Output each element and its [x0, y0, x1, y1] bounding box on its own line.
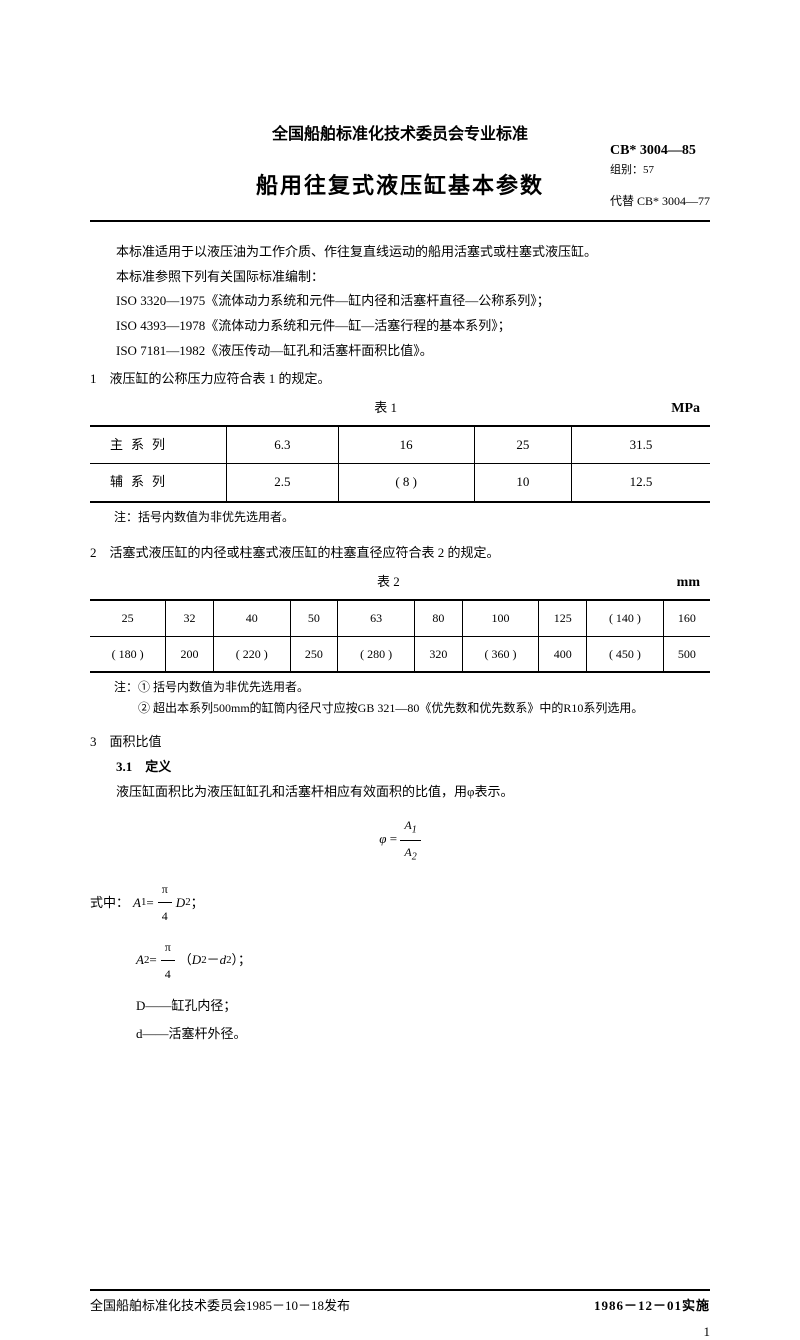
table-cell: 40	[213, 600, 290, 636]
table-cell: 25	[90, 600, 166, 636]
table-cell: ( 180 )	[90, 636, 166, 672]
section-3-heading: 3 面积比值	[90, 730, 710, 755]
table-row: 辅系列 2.5 ( 8 ) 10 12.5	[90, 464, 710, 502]
table1-caption: 表 1 MPa	[90, 396, 710, 423]
iso-ref-3: ISO 7181—1982《液压传动—缸孔和活塞杆面积比值》。	[90, 339, 710, 364]
formula-a1: 式中： A1 = π4D2；	[90, 876, 710, 930]
table-cell: 12.5	[572, 464, 710, 502]
table1-note: 注：括号内数值为非优先选用者。	[90, 507, 710, 527]
table-cell: 500	[663, 636, 710, 672]
standard-code: CB* 3004—85	[610, 140, 710, 162]
table-cell: 63	[338, 600, 415, 636]
def-d-upper: D——缸孔内径；	[90, 992, 710, 1021]
table-cell: 100	[462, 600, 539, 636]
iso-ref-1: ISO 3320—1975《流体动力系统和元件—缸内径和活塞杆直径—公称系列》；	[90, 289, 710, 314]
table-cell: 32	[166, 600, 214, 636]
iso-ref-2: ISO 4393—1978《流体动力系统和元件—缸—活塞行程的基本系列》；	[90, 314, 710, 339]
section-2-heading: 2 活塞式液压缸的内径或柱塞式液压缸的柱塞直径应符合表 2 的规定。	[90, 541, 710, 566]
intro-p1: 本标准适用于以液压油为工作介质、作往复直线运动的船用活塞式或柱塞式液压缸。	[90, 240, 710, 265]
table-cell: 25	[474, 426, 571, 464]
page-number: 1	[90, 1324, 710, 1340]
table-cell: 50	[290, 600, 338, 636]
code-block: CB* 3004—85 组别：57 代替 CB* 3004—77	[610, 140, 710, 211]
table2-unit: mm	[677, 570, 700, 597]
section-3-1-text: 液压缸面积比为液压缸缸孔和活塞杆相应有效面积的比值，用φ表示。	[90, 780, 710, 805]
table-cell: 31.5	[572, 426, 710, 464]
formula-a2: A2 = π4（D2－d2）；	[90, 934, 710, 988]
document-header: 全国船舶标准化技术委员会专业标准 CB* 3004—85 组别：57 代替 CB…	[90, 120, 710, 200]
table-cell: 400	[539, 636, 587, 672]
footer-effective: 1986－12－01实施	[594, 1295, 710, 1314]
table2-label: 表 2	[100, 570, 677, 595]
formula-definitions: 式中： A1 = π4D2； A2 = π4（D2－d2）； D——缸孔内径； …	[90, 876, 710, 1049]
table-cell: ( 220 )	[213, 636, 290, 672]
footer-rule	[90, 1289, 710, 1291]
content-body: 本标准适用于以液压油为工作介质、作往复直线运动的船用活塞式或柱塞式液压缸。 本标…	[90, 240, 710, 1049]
replaces-code: 代替 CB* 3004—77	[610, 192, 710, 211]
where-label: 式中：	[90, 889, 129, 918]
intro-p2: 本标准参照下列有关国际标准编制：	[90, 265, 710, 290]
table-cell: 160	[663, 600, 710, 636]
table-cell: ( 280 )	[338, 636, 415, 672]
table-cell: ( 140 )	[587, 600, 664, 636]
table-row: ( 180 ) 200 ( 220 ) 250 ( 280 ) 320 ( 36…	[90, 636, 710, 672]
table-cell: 200	[166, 636, 214, 672]
section-1-heading: 1 液压缸的公称压力应符合表 1 的规定。	[90, 367, 710, 392]
table-cell: ( 8 )	[338, 464, 474, 502]
header-rule	[90, 220, 710, 222]
section-3: 3 面积比值 3.1 定义 液压缸面积比为液压缸缸孔和活塞杆相应有效面积的比值，…	[90, 730, 710, 1049]
footer: 全国船舶标准化技术委员会1985－10－18发布 1986－12－01实施	[90, 1295, 710, 1314]
table2-caption: 表 2 mm	[90, 570, 710, 597]
table-row: 25 32 40 50 63 80 100 125 ( 140 ) 160	[90, 600, 710, 636]
table1-label: 表 1	[100, 396, 671, 421]
table-cell: 辅系列	[90, 464, 226, 502]
footer-publish: 全国船舶标准化技术委员会1985－10－18发布	[90, 1295, 350, 1314]
table-cell: ( 450 )	[587, 636, 664, 672]
def-d-lower: d——活塞杆外径。	[90, 1020, 710, 1049]
table-cell: ( 360 )	[462, 636, 539, 672]
table-1: 主系列 6.3 16 25 31.5 辅系列 2.5 ( 8 ) 10 12.5	[90, 425, 710, 503]
table-cell: 80	[414, 600, 462, 636]
formula-phi: φ = A1A2	[90, 814, 710, 866]
section-3-1-heading: 3.1 定义	[90, 755, 710, 780]
table-cell: 250	[290, 636, 338, 672]
table-cell: 10	[474, 464, 571, 502]
table-cell: 6.3	[226, 426, 338, 464]
table-cell: 320	[414, 636, 462, 672]
table1-unit: MPa	[671, 396, 700, 423]
table-cell: 主系列	[90, 426, 226, 464]
table2-note1: 注：① 括号内数值为非优先选用者。	[90, 677, 710, 697]
table-2: 25 32 40 50 63 80 100 125 ( 140 ) 160 ( …	[90, 599, 710, 674]
table-row: 主系列 6.3 16 25 31.5	[90, 426, 710, 464]
table-cell: 2.5	[226, 464, 338, 502]
group-label: 组别：57	[610, 162, 710, 180]
table-cell: 125	[539, 600, 587, 636]
table2-note2: ② 超出本系列500mm的缸筒内径尺寸应按GB 321—80《优先数和优先数系》…	[90, 698, 710, 718]
table-cell: 16	[338, 426, 474, 464]
